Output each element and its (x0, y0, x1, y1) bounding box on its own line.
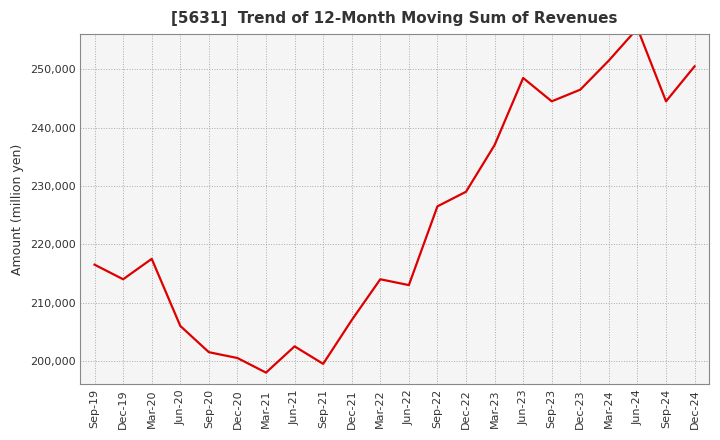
Y-axis label: Amount (million yen): Amount (million yen) (11, 143, 24, 275)
Title: [5631]  Trend of 12-Month Moving Sum of Revenues: [5631] Trend of 12-Month Moving Sum of R… (171, 11, 618, 26)
